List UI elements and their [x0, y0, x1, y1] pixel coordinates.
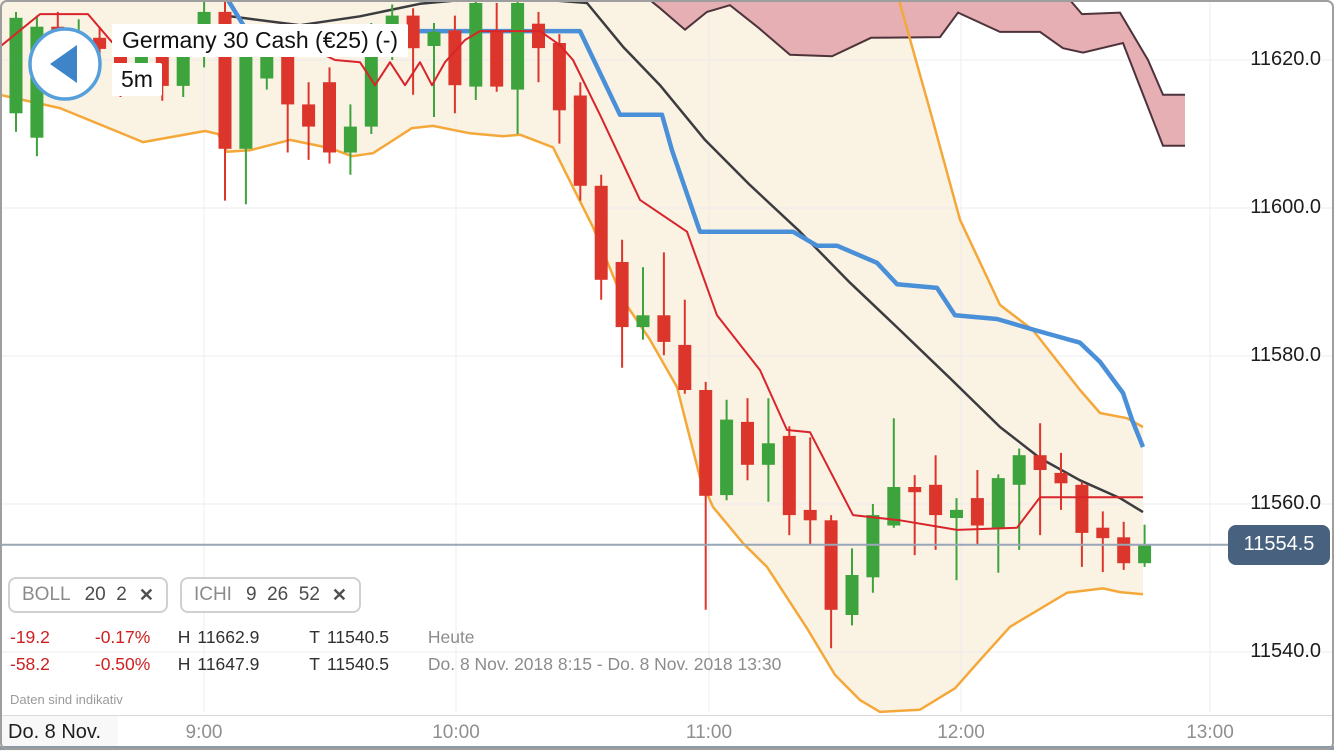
- change-value: -58.2: [10, 654, 50, 674]
- stats-row-range: -58.2 -0.50% H 11647.9 T 11540.5 Do. 8 Nov…: [10, 651, 781, 678]
- disclaimer-text: Daten sind indikativ: [10, 692, 123, 707]
- time-label: 9:00: [185, 722, 223, 743]
- low-value: 11540.5: [326, 654, 389, 674]
- indicator-params: 9 26 52: [245, 584, 320, 605]
- indicator-name: ICHI: [193, 584, 232, 605]
- period-label: Heute: [427, 627, 475, 647]
- price-tick-label: 11600.0: [1250, 196, 1321, 218]
- price-tick-label: 11580.0: [1250, 344, 1321, 366]
- price-tick-label: 11540.0: [1250, 640, 1321, 662]
- date-label: Do. 8 Nov.: [8, 721, 101, 743]
- indicator-chip-ichi[interactable]: ICHI 9 26 52 ✕: [179, 577, 361, 613]
- price-tick-label: 11620.0: [1250, 48, 1321, 70]
- indicator-params: 20 2: [84, 584, 127, 605]
- low-label: T: [309, 627, 320, 647]
- stats-row-today: -19.2 -0.17% H 11662.9 T 11540.5 Heute: [10, 624, 781, 651]
- bottom-strip: [0, 746, 1334, 750]
- instrument-title: Germany 30 Cash (€25) (-): [112, 24, 409, 57]
- high-label: H: [177, 627, 191, 647]
- price-tick-label: 11560.0: [1250, 492, 1321, 514]
- session-stats: -19.2 -0.17% H 11662.9 T 11540.5 Heute -58…: [10, 624, 781, 678]
- current-price-badge: 11554.5: [1228, 524, 1330, 565]
- indicator-name: BOLL: [22, 584, 71, 605]
- low-label: T: [309, 654, 320, 674]
- date-label-box: [0, 716, 118, 751]
- high-value: 11647.9: [197, 654, 260, 674]
- change-percent: -0.50%: [94, 654, 151, 674]
- indicator-chip-boll[interactable]: BOLL 20 2 ✕: [8, 577, 168, 613]
- close-icon[interactable]: ✕: [138, 584, 154, 605]
- time-axis: Do. 8 Nov. 9:00 10:00 11:00 12:00 13:00: [0, 715, 1334, 751]
- time-label: 11:00: [685, 722, 733, 743]
- time-label: 10:00: [432, 722, 480, 743]
- price-axis: 11620.0 11600.0 11580.0 11560.0 11540.0: [1226, 0, 1334, 715]
- period-label: Do. 8 Nov. 2018 8:15 - Do. 8 Nov. 2018 1…: [427, 654, 782, 674]
- close-icon[interactable]: ✕: [331, 584, 347, 605]
- timeframe-label: 5m: [112, 63, 162, 96]
- back-button[interactable]: [27, 26, 103, 102]
- high-value: 11662.9: [197, 627, 260, 647]
- high-label: H: [177, 654, 191, 674]
- low-value: 11540.5: [326, 627, 389, 647]
- candlestick-chart[interactable]: [0, 0, 1334, 715]
- left-arrow-icon: [28, 27, 102, 101]
- change-value: -19.2: [10, 627, 50, 647]
- time-label: 13:00: [1186, 722, 1234, 743]
- time-label: 12:00: [937, 722, 985, 743]
- change-percent: -0.17%: [94, 627, 151, 647]
